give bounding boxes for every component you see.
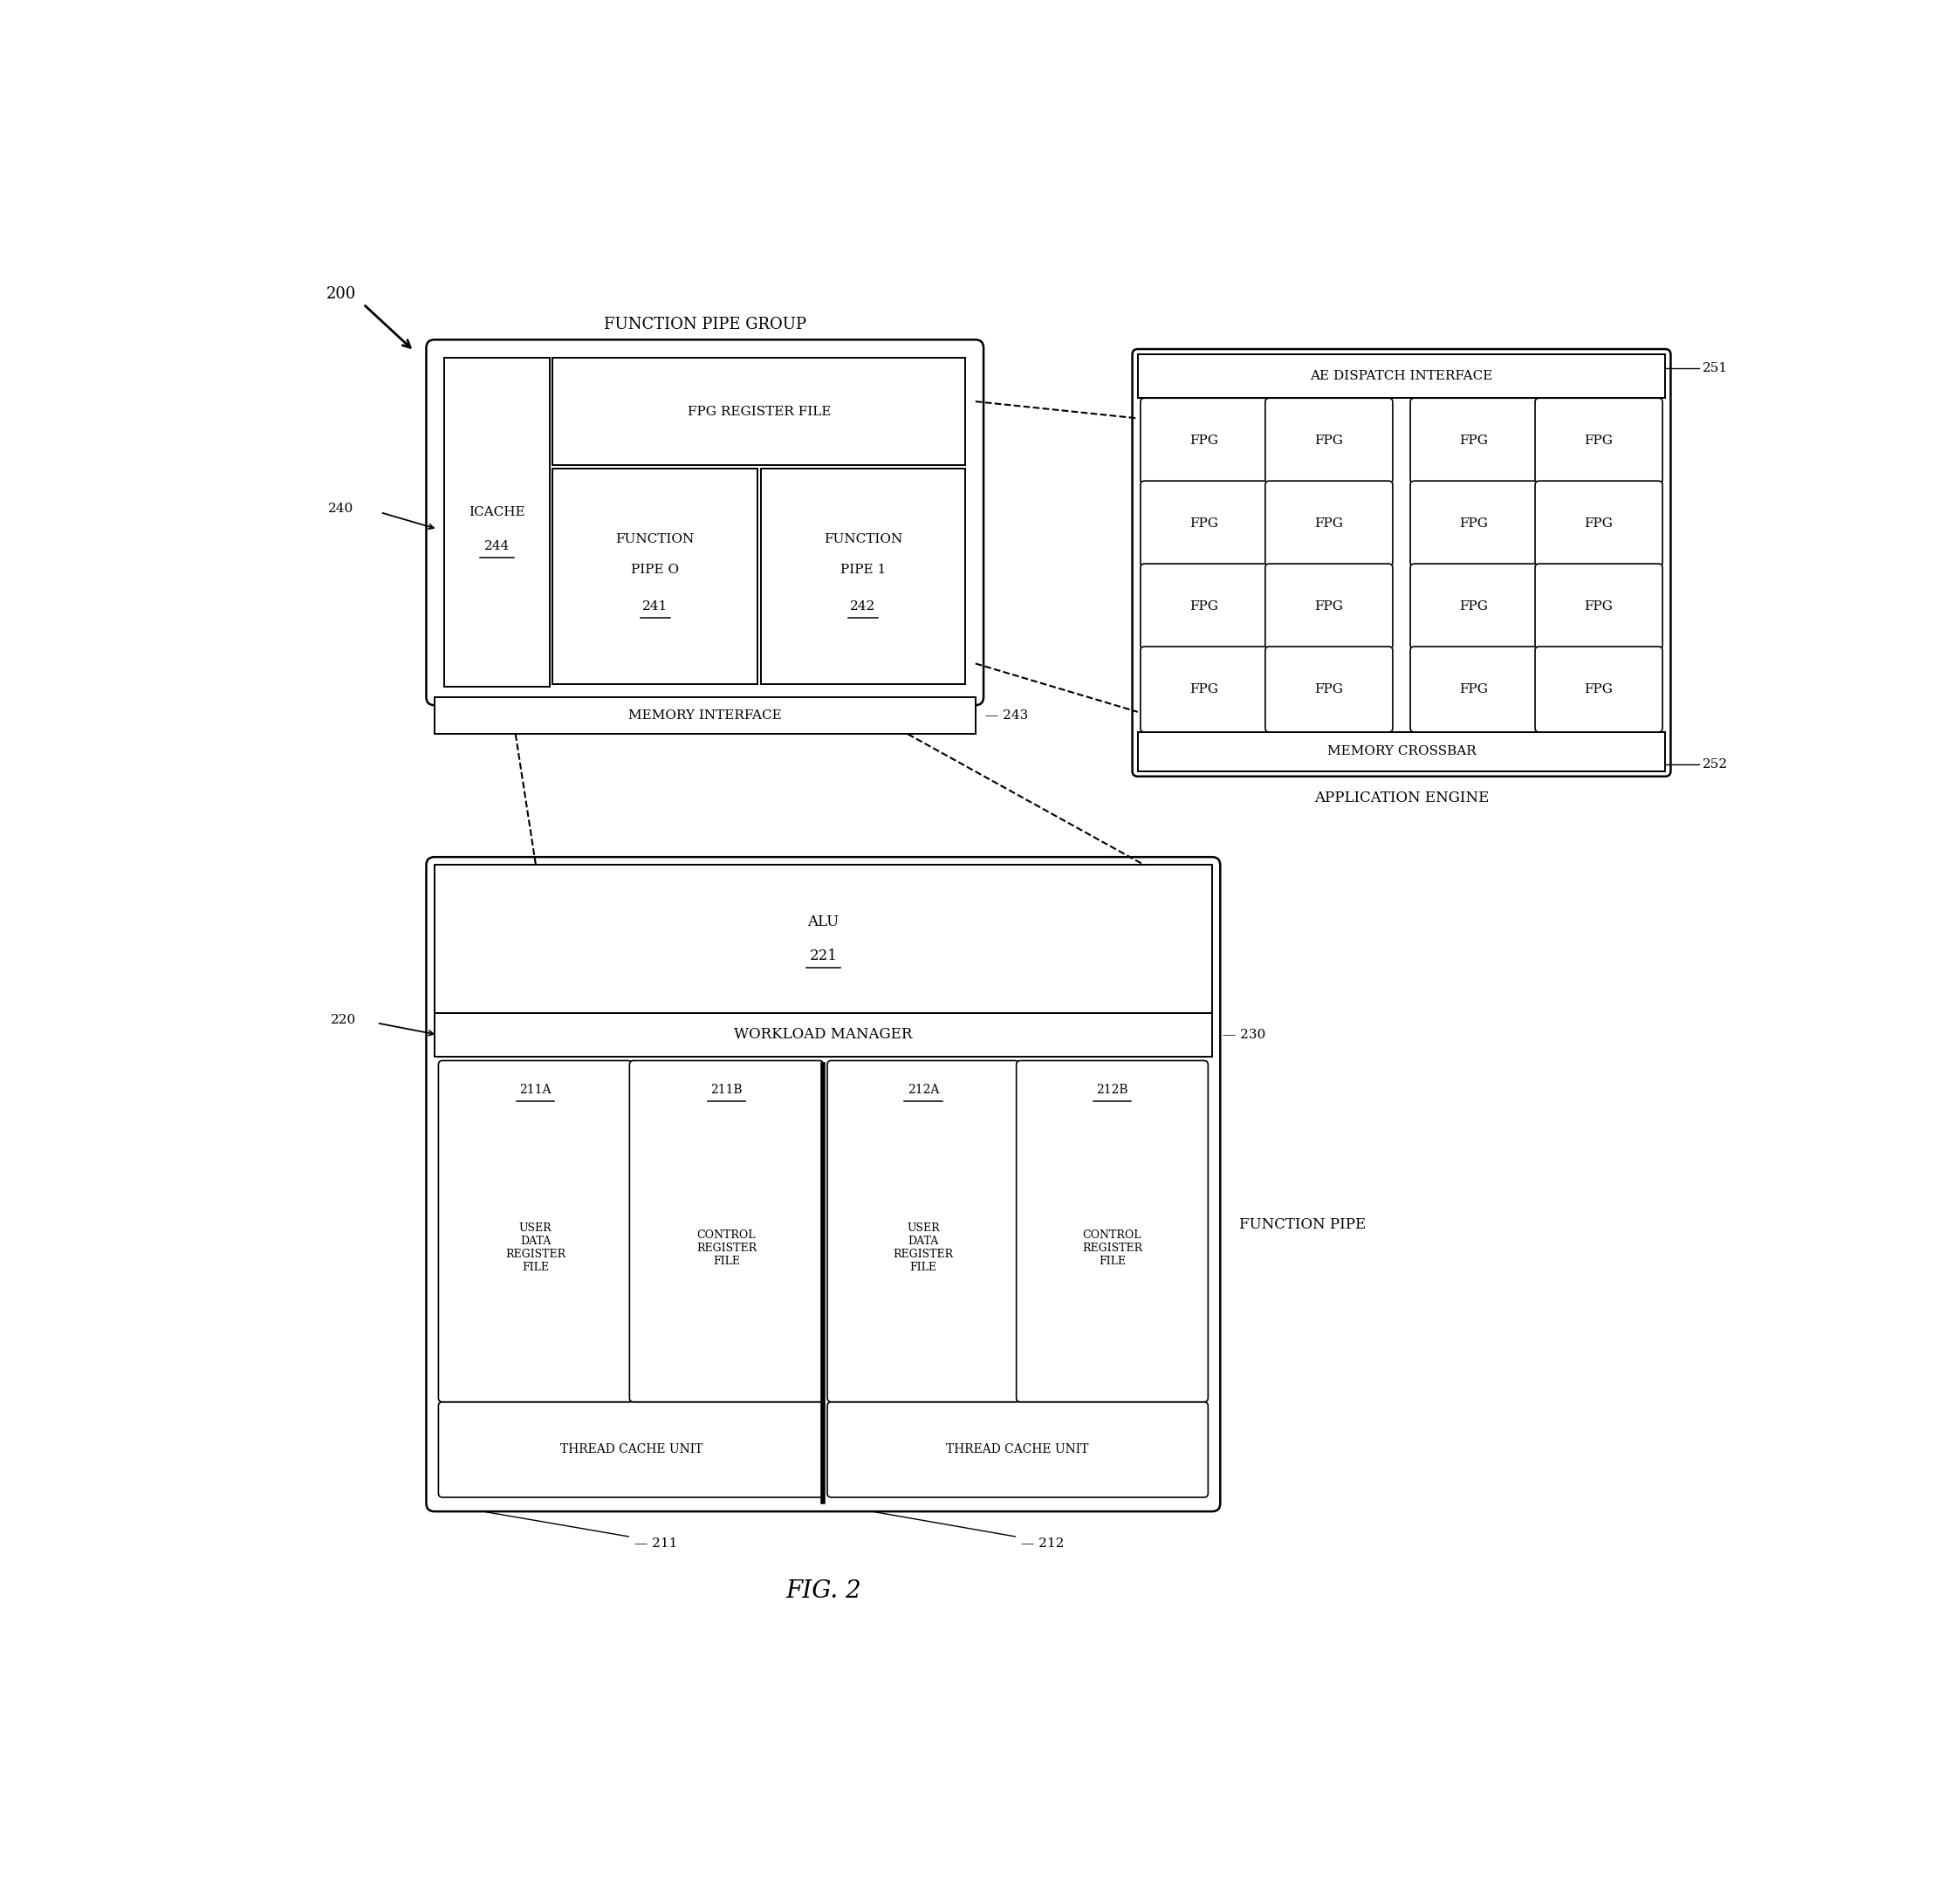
- Text: — 243: — 243: [986, 709, 1029, 722]
- FancyBboxPatch shape: [1141, 646, 1268, 731]
- Text: FPG REGISTER FILE: FPG REGISTER FILE: [688, 406, 831, 418]
- Text: — 211: — 211: [635, 1538, 678, 1550]
- Text: FPG: FPG: [1584, 518, 1613, 529]
- Bar: [435, 1013, 1211, 1057]
- Text: FPG: FPG: [1190, 682, 1219, 696]
- FancyBboxPatch shape: [1535, 646, 1662, 731]
- Bar: [435, 697, 976, 733]
- Text: FPG: FPG: [1584, 682, 1613, 696]
- Text: FPG: FPG: [1584, 601, 1613, 612]
- FancyBboxPatch shape: [1535, 399, 1662, 484]
- Text: FPG: FPG: [1584, 435, 1613, 448]
- Text: 211B: 211B: [710, 1085, 743, 1096]
- Text: WORKLOAD MANAGER: WORKLOAD MANAGER: [735, 1028, 913, 1041]
- FancyBboxPatch shape: [1017, 1060, 1207, 1402]
- Text: 241: 241: [643, 601, 668, 612]
- FancyBboxPatch shape: [425, 856, 1221, 1512]
- Text: FUNCTION PIPE GROUP: FUNCTION PIPE GROUP: [604, 316, 806, 333]
- Text: FPG: FPG: [1190, 435, 1219, 448]
- Bar: [435, 866, 1211, 1013]
- Text: FPG: FPG: [1315, 682, 1343, 696]
- Text: FUNCTION: FUNCTION: [823, 533, 902, 546]
- Bar: [553, 469, 757, 684]
- FancyBboxPatch shape: [439, 1060, 633, 1402]
- Text: PIPE O: PIPE O: [631, 563, 678, 576]
- Text: 252: 252: [1703, 758, 1729, 771]
- FancyBboxPatch shape: [827, 1402, 1207, 1497]
- Text: MEMORY INTERFACE: MEMORY INTERFACE: [629, 709, 782, 722]
- Bar: [553, 357, 964, 465]
- Text: FUNCTION PIPE: FUNCTION PIPE: [1239, 1217, 1366, 1232]
- Text: FPG: FPG: [1190, 518, 1219, 529]
- Text: 240: 240: [327, 503, 353, 516]
- FancyBboxPatch shape: [1141, 399, 1268, 484]
- Text: THREAD CACHE UNIT: THREAD CACHE UNIT: [947, 1444, 1090, 1455]
- Text: FPG: FPG: [1315, 601, 1343, 612]
- FancyBboxPatch shape: [1141, 480, 1268, 567]
- Text: FPG: FPG: [1460, 518, 1488, 529]
- Text: FUNCTION: FUNCTION: [615, 533, 694, 546]
- FancyBboxPatch shape: [425, 340, 984, 705]
- Text: FPG: FPG: [1460, 682, 1488, 696]
- Text: ALU: ALU: [808, 915, 839, 930]
- Bar: [760, 469, 964, 684]
- FancyBboxPatch shape: [1266, 646, 1394, 731]
- FancyBboxPatch shape: [827, 1060, 1019, 1402]
- Text: 212A: 212A: [907, 1085, 939, 1096]
- Text: USER
DATA
REGISTER
FILE: USER DATA REGISTER FILE: [506, 1223, 566, 1274]
- Text: FIG. 2: FIG. 2: [786, 1578, 860, 1603]
- FancyBboxPatch shape: [1266, 563, 1394, 650]
- FancyBboxPatch shape: [1411, 646, 1539, 731]
- FancyBboxPatch shape: [1141, 563, 1268, 650]
- Text: USER
DATA
REGISTER
FILE: USER DATA REGISTER FILE: [894, 1223, 953, 1274]
- Text: THREAD CACHE UNIT: THREAD CACHE UNIT: [561, 1444, 702, 1455]
- Text: — 212: — 212: [1021, 1538, 1064, 1550]
- Text: 212B: 212B: [1096, 1085, 1129, 1096]
- Text: AE DISPATCH INTERFACE: AE DISPATCH INTERFACE: [1309, 370, 1494, 382]
- FancyBboxPatch shape: [1411, 563, 1539, 650]
- FancyBboxPatch shape: [439, 1402, 823, 1497]
- Text: 220: 220: [331, 1013, 357, 1026]
- Text: 242: 242: [851, 601, 876, 612]
- Text: MEMORY CROSSBAR: MEMORY CROSSBAR: [1327, 745, 1476, 758]
- FancyBboxPatch shape: [1411, 480, 1539, 567]
- Bar: [1137, 355, 1666, 399]
- FancyBboxPatch shape: [1266, 399, 1394, 484]
- Text: 251: 251: [1703, 361, 1729, 374]
- Text: 200: 200: [325, 285, 357, 302]
- Text: CONTROL
REGISTER
FILE: CONTROL REGISTER FILE: [1082, 1228, 1143, 1266]
- Text: PIPE 1: PIPE 1: [841, 563, 886, 576]
- Text: FPG: FPG: [1190, 601, 1219, 612]
- FancyBboxPatch shape: [1266, 480, 1394, 567]
- Text: 221: 221: [809, 949, 837, 964]
- Text: FPG: FPG: [1460, 601, 1488, 612]
- Text: 244: 244: [484, 541, 510, 552]
- Text: FPG: FPG: [1460, 435, 1488, 448]
- Text: FPG: FPG: [1315, 435, 1343, 448]
- FancyBboxPatch shape: [1411, 399, 1539, 484]
- Text: ICACHE: ICACHE: [468, 507, 525, 518]
- Bar: [445, 357, 549, 688]
- Bar: [1137, 731, 1666, 771]
- FancyBboxPatch shape: [1133, 350, 1670, 777]
- FancyBboxPatch shape: [1535, 480, 1662, 567]
- Text: APPLICATION ENGINE: APPLICATION ENGINE: [1313, 790, 1490, 805]
- Text: 211A: 211A: [519, 1085, 551, 1096]
- FancyBboxPatch shape: [1535, 563, 1662, 650]
- FancyBboxPatch shape: [629, 1060, 823, 1402]
- Text: — 230: — 230: [1223, 1028, 1266, 1041]
- Text: FPG: FPG: [1315, 518, 1343, 529]
- Text: CONTROL
REGISTER
FILE: CONTROL REGISTER FILE: [696, 1228, 757, 1266]
